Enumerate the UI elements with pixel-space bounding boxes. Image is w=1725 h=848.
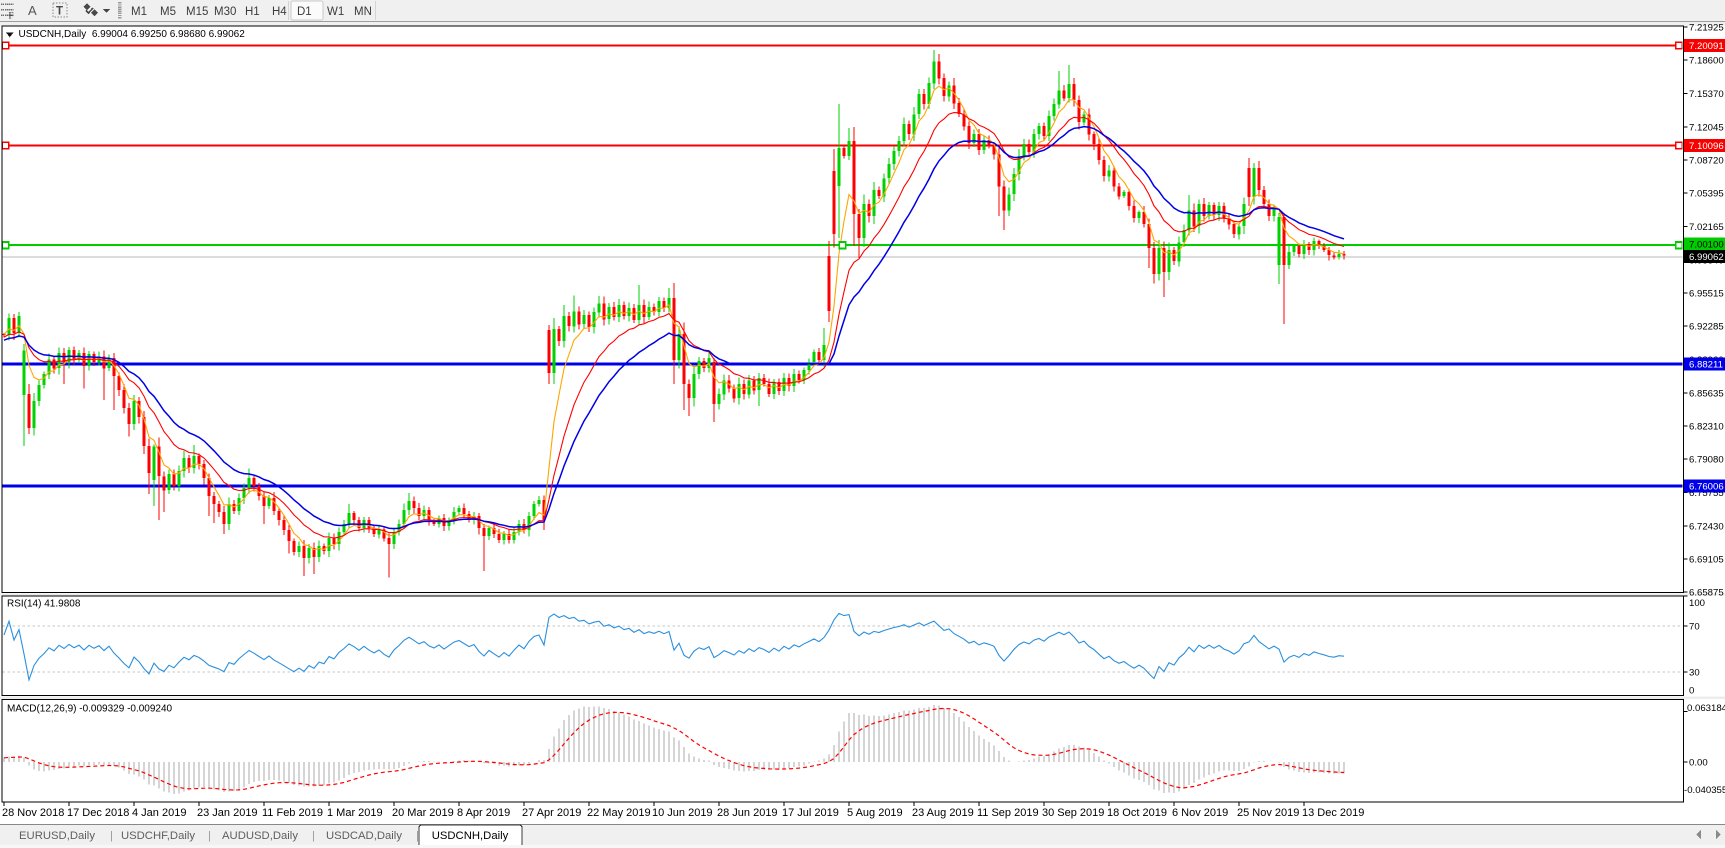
svg-text:6.72430: 6.72430 [1689,521,1724,532]
svg-text:USDCHF,Daily: USDCHF,Daily [121,830,195,842]
svg-text:6.76006: 6.76006 [1689,482,1724,493]
svg-text:M1: M1 [131,6,147,18]
svg-text:6.75755: 6.75755 [1689,488,1724,499]
svg-text:EURUSD,Daily: EURUSD,Daily [19,830,95,842]
svg-text:W1: W1 [327,6,344,18]
svg-text:20 Mar 2019: 20 Mar 2019 [392,807,454,819]
svg-text:T: T [56,6,63,18]
svg-text:H1: H1 [245,6,260,18]
svg-text:30: 30 [1689,668,1700,679]
svg-text:1 Mar 2019: 1 Mar 2019 [327,807,383,819]
svg-text:H4: H4 [272,6,287,18]
svg-text:AUDUSD,Daily: AUDUSD,Daily [222,830,298,842]
svg-text:23 Aug 2019: 23 Aug 2019 [912,807,974,819]
svg-text:28 Jun 2019: 28 Jun 2019 [717,807,778,819]
svg-text:17 Jul 2019: 17 Jul 2019 [782,807,839,819]
svg-text:M15: M15 [186,6,208,18]
svg-text:M30: M30 [214,6,236,18]
svg-text:10 Jun 2019: 10 Jun 2019 [652,807,713,819]
svg-text:7.15370: 7.15370 [1689,89,1724,100]
svg-text:|: | [208,830,211,842]
svg-text:7.21925: 7.21925 [1689,23,1724,34]
svg-text:USDCNH,Daily 6.99004 6.99250: USDCNH,Daily 6.99004 6.99250 6.98680 6.9… [19,29,246,40]
svg-text:MN: MN [354,6,372,18]
svg-text:-0.040355: -0.040355 [1684,785,1725,796]
svg-text:6.79080: 6.79080 [1689,455,1724,466]
svg-text:7.08720: 7.08720 [1689,156,1724,167]
svg-text:5 Aug 2019: 5 Aug 2019 [847,807,903,819]
svg-text:6.65875: 6.65875 [1689,588,1724,599]
svg-text:6.88211: 6.88211 [1689,360,1723,371]
svg-text:28 Nov 2018: 28 Nov 2018 [2,807,64,819]
svg-text:USDCAD,Daily: USDCAD,Daily [326,830,402,842]
svg-text:6 Nov 2019: 6 Nov 2019 [1172,807,1228,819]
svg-text:7.10096: 7.10096 [1689,141,1724,152]
svg-text:MACD(12,26,9) -0.009329 -0.009: MACD(12,26,9) -0.009329 -0.009240 [7,704,173,715]
svg-text:0.063184: 0.063184 [1687,703,1725,714]
svg-text:27 Apr 2019: 27 Apr 2019 [522,807,581,819]
svg-text:|: | [110,830,113,842]
svg-text:4 Jan 2019: 4 Jan 2019 [132,807,186,819]
svg-text:30 Sep 2019: 30 Sep 2019 [1042,807,1104,819]
svg-text:100: 100 [1689,598,1705,609]
svg-text:13 Dec 2019: 13 Dec 2019 [1302,807,1364,819]
svg-text:6.95515: 6.95515 [1689,289,1724,300]
svg-text:23 Jan 2019: 23 Jan 2019 [197,807,258,819]
svg-text:RSI(14) 41.9808: RSI(14) 41.9808 [7,599,81,610]
svg-text:7.20091: 7.20091 [1689,41,1724,52]
svg-text:7.00100: 7.00100 [1689,240,1724,251]
svg-text:11 Sep 2019: 11 Sep 2019 [977,807,1039,819]
svg-text:6.82310: 6.82310 [1689,422,1724,433]
svg-text:22 May 2019: 22 May 2019 [587,807,651,819]
svg-text:0.00: 0.00 [1689,758,1708,769]
svg-text:11 Feb 2019: 11 Feb 2019 [262,807,323,819]
svg-text:7.18600: 7.18600 [1689,56,1724,67]
svg-text:0: 0 [1689,686,1694,697]
svg-text:D1: D1 [297,6,312,18]
svg-text:6.92285: 6.92285 [1689,322,1724,333]
svg-text:7.05395: 7.05395 [1689,189,1724,200]
svg-text:6.85635: 6.85635 [1689,388,1724,399]
svg-text:17 Dec 2018: 17 Dec 2018 [67,807,129,819]
svg-text:7.02165: 7.02165 [1689,222,1724,233]
svg-text:8 Apr 2019: 8 Apr 2019 [457,807,510,819]
svg-text:M5: M5 [160,6,176,18]
svg-text:A: A [28,3,37,18]
svg-text:|: | [312,830,315,842]
svg-text:6.99062: 6.99062 [1689,252,1724,263]
svg-text:25 Nov 2019: 25 Nov 2019 [1237,807,1299,819]
svg-text:18 Oct 2019: 18 Oct 2019 [1107,807,1167,819]
svg-text:70: 70 [1689,621,1700,632]
svg-text:7.12045: 7.12045 [1689,122,1724,133]
svg-text:6.69105: 6.69105 [1689,555,1724,566]
svg-text:USDCNH,Daily: USDCNH,Daily [432,830,509,842]
svg-text:F: F [9,11,14,21]
svg-text:|: | [416,830,419,842]
